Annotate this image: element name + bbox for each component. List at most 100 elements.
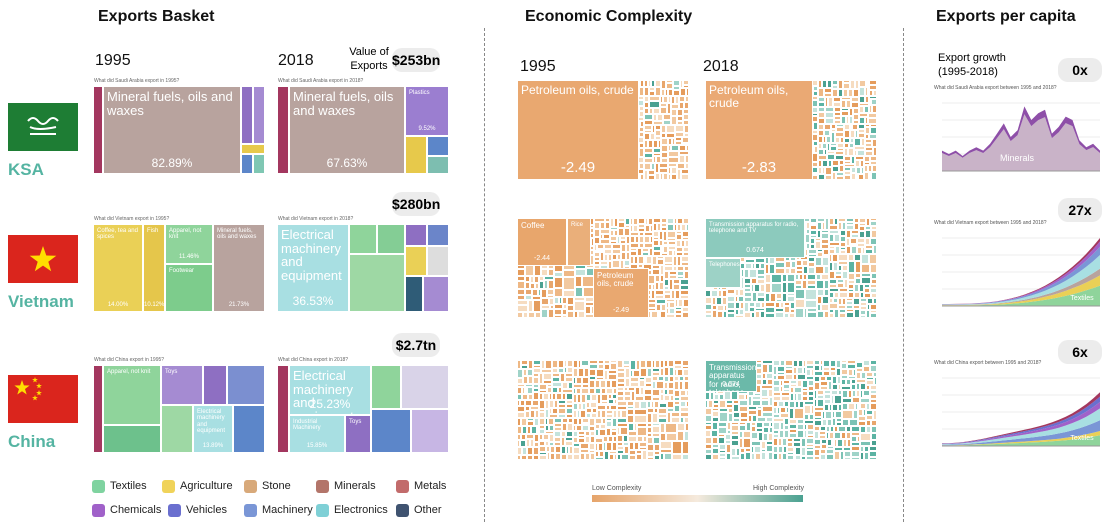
mosaic-cell: [671, 137, 676, 146]
trend-label: Textiles: [1070, 295, 1094, 302]
legend-icon: [244, 504, 257, 517]
mosaic-cell: [794, 447, 802, 455]
mosaic-cell: [652, 389, 660, 397]
block-label: Coffee, tea and spices: [97, 228, 138, 241]
mosaic-cell: [675, 124, 684, 133]
mosaic-cell: [666, 314, 675, 318]
mosaic-cell: [653, 147, 662, 153]
block-label: Toys: [349, 419, 362, 425]
mosaic-cell: [655, 124, 662, 130]
mosaic-cell: [682, 80, 689, 85]
mosaic-cell: [666, 400, 675, 409]
mosaic-cell: [679, 101, 685, 109]
mosaic-cell: [644, 107, 650, 115]
block-share: 36.53%: [292, 294, 334, 308]
mosaic-cell: [872, 244, 877, 255]
mosaic-cell: [815, 257, 822, 266]
flag: [8, 375, 78, 423]
trend-chart: Minerals: [942, 102, 1100, 172]
block-label: Petroleum oils, crude: [521, 83, 634, 97]
mosaic-cell: [843, 457, 852, 460]
complexity-scale: [592, 495, 803, 502]
mosaic-cell: [684, 270, 689, 280]
treemap-caption: What did China export in 1995?: [94, 357, 165, 363]
mosaic-cell: [567, 296, 575, 306]
treemap-block: [203, 365, 227, 405]
mosaic-cell: [658, 163, 668, 168]
block-label: Mineral fuels, oils and waxes: [217, 228, 257, 241]
treemap-block: [405, 246, 427, 276]
mosaic-cell: [838, 312, 846, 318]
treemap-caption: What did Saudi Arabia export in 1995?: [94, 78, 180, 84]
mosaic-cell: [652, 437, 661, 444]
mosaic-cell: [664, 453, 673, 460]
mosaic-cell: [787, 282, 795, 294]
block-share: 11.46%: [179, 254, 199, 260]
mosaic-cell: [540, 268, 548, 277]
mosaic-cell: [679, 155, 685, 164]
legend-label: Metals: [414, 480, 447, 492]
mosaic-cell: [661, 145, 668, 153]
mosaic-cell: [684, 101, 689, 109]
mosaic-cell: [554, 277, 564, 288]
mosaic-cell: [667, 150, 680, 157]
mosaic-cell: [675, 137, 683, 141]
mosaic-cell: [672, 90, 680, 96]
mosaic-cell: [620, 426, 628, 435]
mosaic-cell: [655, 163, 659, 174]
trend-panel: What did China export between 1995 and 2…: [932, 360, 1102, 455]
treemap-block: [405, 136, 427, 174]
mosaic-cell: [612, 260, 621, 268]
mosaic-cell: [649, 96, 660, 101]
mosaic-cell: [796, 429, 804, 439]
mosaic-cell: [869, 264, 877, 273]
mosaic-cell: [847, 272, 856, 281]
growth-badge: 27x: [1058, 198, 1102, 222]
mosaic-cell: [633, 400, 641, 409]
mosaic-cell: [854, 260, 862, 273]
mosaic-cell: [563, 277, 575, 290]
trend-caption: What did Vietnam export between 1995 and…: [934, 220, 1047, 226]
mosaic-cell: [772, 422, 780, 431]
mosaic-cell: [711, 453, 720, 460]
mosaic-cell: [868, 254, 877, 265]
mosaic-cell: [563, 289, 575, 297]
mosaic-cell: [574, 301, 585, 311]
mosaic-cell: [794, 299, 805, 309]
mosaic-cell: [664, 88, 669, 96]
flag-box: [8, 103, 78, 151]
mosaic-cell: [638, 110, 645, 117]
mosaic-cell: [786, 273, 795, 283]
mosaic-cell: [644, 133, 651, 141]
mosaic-cell: [661, 152, 668, 159]
treemap-block: [227, 365, 265, 405]
mosaic-cell: [653, 156, 656, 164]
mosaic-cell: [705, 314, 712, 318]
mosaic-cell: [667, 167, 672, 174]
mosaic-cell: [650, 163, 656, 170]
mosaic-cell: [749, 269, 757, 279]
treemap-caption: What did China export in 2018?: [278, 357, 349, 363]
mosaic-cell: [682, 453, 689, 460]
treemap-block: [233, 405, 265, 453]
treemap-block: [371, 409, 411, 453]
mosaic-cell: [640, 400, 647, 409]
mosaic-cell: [671, 173, 677, 180]
block-share: 9.52%: [418, 126, 436, 132]
treemap-block: Footwear: [165, 264, 213, 312]
mosaic-cell: [655, 87, 661, 96]
mosaic-cell: [872, 410, 877, 420]
legend-icon: [162, 480, 175, 493]
treemap-panel: What did Vietnam export in 2018? Electric…: [277, 216, 449, 312]
mosaic-cell: [538, 383, 547, 391]
treemap-block: Fish 10.12%: [143, 224, 165, 312]
block-value: -2.83: [741, 159, 777, 176]
mosaic-cell: [532, 300, 542, 312]
mosaic-cell: [638, 148, 645, 157]
complexity-treemap: Petroleum oils, crude -2.49: [517, 80, 689, 180]
mosaic-cell: [639, 127, 645, 132]
mosaic-cell: [869, 238, 877, 245]
mosaic-cell: [679, 87, 686, 96]
trend-panel: What did Saudi Arabia export between 199…: [932, 85, 1102, 180]
block-share: 25.23%: [309, 397, 351, 411]
